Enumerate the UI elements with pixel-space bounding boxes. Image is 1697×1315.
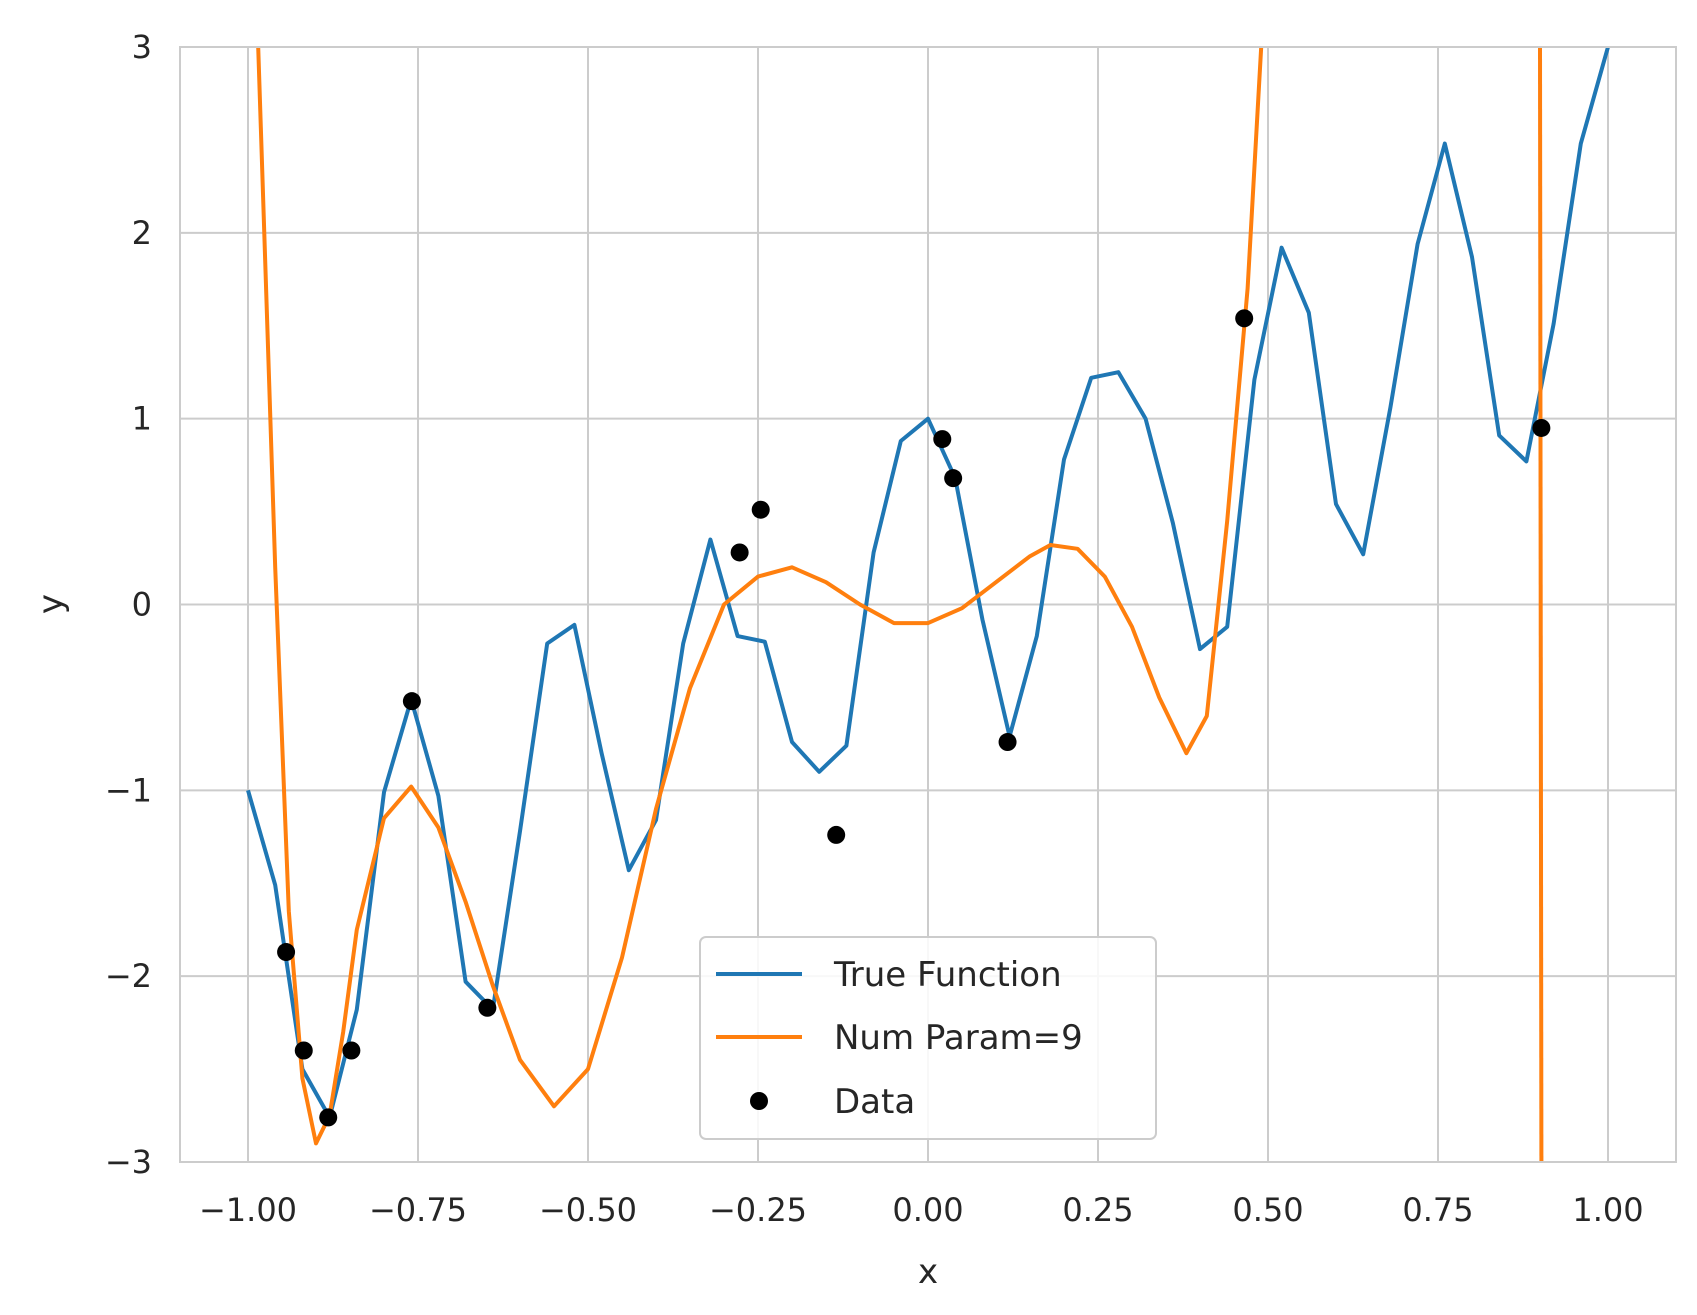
legend-box [699,936,1157,1140]
data-point [402,692,421,711]
data-point [998,733,1017,752]
x-tick-label: −0.25 [709,1191,807,1229]
y-axis-label: y [31,594,71,614]
series-layer [246,47,1610,1162]
data-point [827,825,846,844]
data-point [1532,418,1551,437]
data-point [751,500,770,519]
x-tick-label: 0.00 [892,1191,963,1229]
series-line-num-param-9-2 [1538,47,1544,1162]
y-tick-label: −2 [105,957,152,995]
x-tick-labels: −1.00 −0.75 −0.50 −0.25 0.00 0.25 0.50 0.75 1.00 [199,1191,1644,1229]
data-point [944,469,963,488]
y-tick-label: 1 [132,400,152,438]
x-axis-label: x [918,1252,938,1292]
series-line-num-param-9-1 [256,47,1264,1146]
data-point [1235,309,1254,328]
x-tick-label: 0.25 [1062,1191,1133,1229]
x-tick-label: −1.00 [199,1191,297,1229]
data-point [478,998,497,1017]
data-point [730,543,749,562]
data-point [933,430,952,449]
y-tick-label: 2 [132,214,152,252]
y-tick-label: −1 [105,771,152,809]
legend-data-label: Data [834,1082,915,1122]
legend-data-marker [750,1092,768,1110]
y-tick-label: −3 [105,1143,152,1181]
y-tick-label: 3 [132,28,152,66]
legend-num-param-label: Num Param=9 [834,1018,1083,1058]
data-point [277,943,296,962]
legend: True Function Num Param=9 Data [699,936,1157,1140]
data-point [319,1108,338,1127]
data-point [342,1041,361,1060]
x-tick-label: 1.00 [1572,1191,1643,1229]
series-line-true-function-0 [246,47,1610,1120]
x-tick-label: 0.50 [1232,1191,1303,1229]
x-tick-label: 0.75 [1402,1191,1473,1229]
x-tick-label: −0.50 [539,1191,637,1229]
legend-true-function-label: True Function [833,955,1062,995]
plot-frame [179,46,1677,1163]
data-point [294,1041,313,1060]
x-tick-label: −0.75 [369,1191,467,1229]
y-tick-label: 0 [132,586,152,624]
y-tick-labels: −3 −2 −1 0 1 2 3 [105,28,152,1181]
